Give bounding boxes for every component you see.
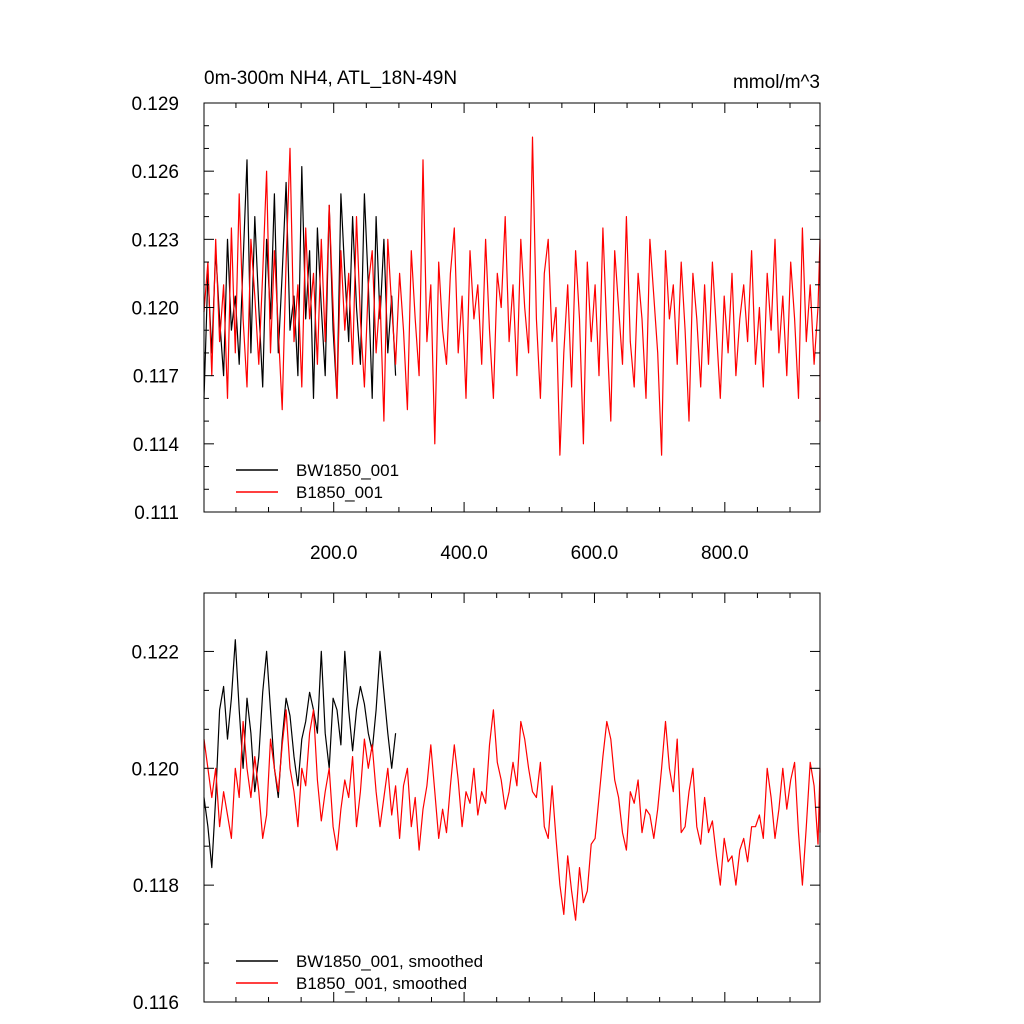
y-tick-label: 0.120 bbox=[131, 299, 179, 320]
y-tick-label: 0.116 bbox=[133, 993, 179, 1014]
series-line-0-1 bbox=[203, 136, 821, 456]
x-tick-label: 800.0 bbox=[701, 543, 749, 564]
y-tick-label: 0.118 bbox=[133, 876, 179, 897]
y-tick-label: 0.126 bbox=[131, 162, 179, 183]
bottom-panel-x-axis bbox=[235, 593, 791, 1002]
y-tick-label: 0.114 bbox=[133, 435, 180, 456]
legend-label-b1850-smoothed: B1850_001, smoothed bbox=[296, 974, 467, 993]
y-tick-label: 0.120 bbox=[131, 759, 179, 780]
bottom-panel-legend: BW1850_001, smoothed B1850_001, smoothed bbox=[236, 952, 483, 993]
legend-label-bw1850-smoothed: BW1850_001, smoothed bbox=[296, 952, 483, 971]
series-line-1-0 bbox=[203, 639, 397, 869]
top-panel: 0m-300m NH4, ATL_18N-49N mmol/m^3 0.1110… bbox=[131, 68, 821, 564]
y-tick-label: 0.123 bbox=[131, 230, 179, 251]
top-panel-legend: BW1850_001 B1850_001 bbox=[236, 461, 399, 502]
x-tick-label: 200.0 bbox=[310, 543, 358, 564]
legend-label-bw1850: BW1850_001 bbox=[296, 461, 399, 480]
x-tick-label: 400.0 bbox=[440, 543, 488, 564]
y-tick-label: 0.122 bbox=[131, 642, 179, 663]
top-panel-title: 0m-300m NH4, ATL_18N-49N bbox=[204, 68, 457, 89]
bottom-panel: 0.116 0.118 0.120 0.122 BW1850_001, smoothe… bbox=[131, 592, 821, 1014]
x-tick-label: 600.0 bbox=[571, 543, 619, 564]
top-panel-y-axis: 0.111 0.114 0.117 0.120 0.123 0.126 0.129 bbox=[131, 94, 820, 524]
legend-label-b1850: B1850_001 bbox=[296, 483, 383, 502]
y-tick-label: 0.129 bbox=[131, 94, 179, 115]
bottom-panel-frame bbox=[203, 592, 821, 1003]
series-line-1-1 bbox=[203, 709, 821, 921]
bottom-panel-y-axis: 0.116 0.118 0.120 0.122 bbox=[131, 642, 820, 1014]
top-panel-units: mmol/m^3 bbox=[733, 72, 820, 93]
y-tick-label: 0.111 bbox=[134, 503, 179, 524]
top-panel-x-axis: 200.0 400.0 600.0 800.0 bbox=[235, 103, 791, 564]
top-panel-series bbox=[203, 136, 821, 456]
bottom-panel-series bbox=[203, 639, 821, 921]
y-tick-label: 0.117 bbox=[133, 367, 179, 388]
